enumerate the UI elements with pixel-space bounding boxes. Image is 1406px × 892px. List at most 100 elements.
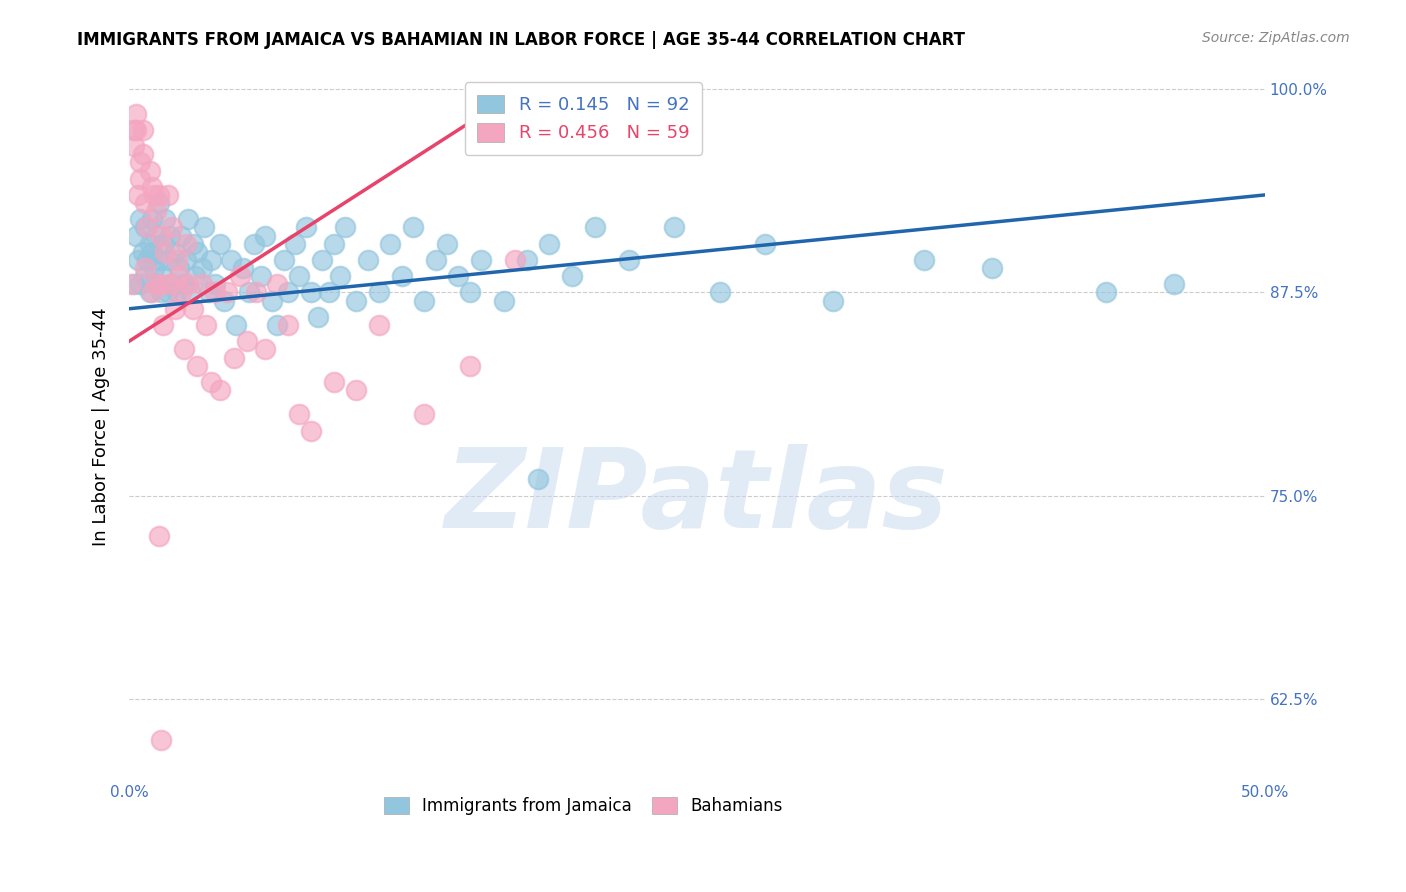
Point	[288, 269, 311, 284]
Text: Source: ZipAtlas.com: Source: ZipAtlas.com	[1202, 31, 1350, 45]
Point	[250, 269, 273, 284]
Point	[162, 277, 184, 292]
Point	[129, 212, 152, 227]
Point	[344, 293, 367, 308]
Point	[709, 285, 731, 300]
Point	[138, 285, 160, 300]
Point	[129, 155, 152, 169]
Point	[134, 196, 156, 211]
Point	[129, 171, 152, 186]
Point	[413, 408, 436, 422]
Point	[266, 318, 288, 332]
Point	[173, 343, 195, 357]
Point	[333, 220, 356, 235]
Point	[538, 236, 561, 251]
Point	[156, 285, 179, 300]
Point	[177, 277, 200, 292]
Point	[162, 220, 184, 235]
Point	[167, 261, 190, 276]
Point	[470, 252, 492, 267]
Point	[132, 147, 155, 161]
Point	[447, 269, 470, 284]
Point	[152, 236, 174, 251]
Point	[503, 252, 526, 267]
Point	[492, 293, 515, 308]
Point	[143, 261, 166, 276]
Point	[125, 106, 148, 120]
Point	[148, 196, 170, 211]
Point	[173, 277, 195, 292]
Point	[329, 269, 352, 284]
Point	[436, 236, 458, 251]
Point	[122, 123, 145, 137]
Point	[214, 293, 236, 308]
Point	[229, 269, 252, 284]
Point	[245, 285, 267, 300]
Legend: Immigrants from Jamaica, Bahamians: Immigrants from Jamaica, Bahamians	[374, 787, 793, 825]
Point	[125, 123, 148, 137]
Point	[204, 277, 226, 292]
Point	[155, 212, 177, 227]
Point	[166, 252, 188, 267]
Point	[322, 375, 344, 389]
Point	[561, 269, 583, 284]
Point	[277, 318, 299, 332]
Point	[170, 228, 193, 243]
Point	[322, 236, 344, 251]
Point	[193, 220, 215, 235]
Y-axis label: In Labor Force | Age 35-44: In Labor Force | Age 35-44	[93, 308, 110, 546]
Point	[132, 244, 155, 259]
Point	[516, 252, 538, 267]
Point	[167, 269, 190, 284]
Point	[318, 285, 340, 300]
Point	[617, 252, 640, 267]
Point	[186, 359, 208, 373]
Point	[295, 220, 318, 235]
Point	[136, 252, 159, 267]
Point	[197, 285, 219, 300]
Point	[145, 228, 167, 243]
Text: IMMIGRANTS FROM JAMAICA VS BAHAMIAN IN LABOR FORCE | AGE 35-44 CORRELATION CHART: IMMIGRANTS FROM JAMAICA VS BAHAMIAN IN L…	[77, 31, 966, 49]
Point	[277, 285, 299, 300]
Point	[225, 318, 247, 332]
Point	[208, 236, 231, 251]
Point	[823, 293, 845, 308]
Text: ZIPatlas: ZIPatlas	[446, 444, 949, 551]
Point	[152, 318, 174, 332]
Point	[134, 220, 156, 235]
Point	[236, 334, 259, 349]
Point	[458, 285, 481, 300]
Point	[148, 252, 170, 267]
Point	[380, 236, 402, 251]
Point	[195, 318, 218, 332]
Point	[1163, 277, 1185, 292]
Point	[391, 269, 413, 284]
Point	[152, 269, 174, 284]
Point	[145, 204, 167, 219]
Point	[402, 220, 425, 235]
Point	[138, 163, 160, 178]
Point	[134, 261, 156, 276]
Point	[149, 277, 172, 292]
Point	[174, 236, 197, 251]
Point	[159, 277, 181, 292]
Point	[243, 236, 266, 251]
Point	[307, 310, 329, 324]
Point	[174, 252, 197, 267]
Point	[129, 277, 152, 292]
Point	[238, 285, 260, 300]
Point	[149, 228, 172, 243]
Point	[179, 285, 201, 300]
Point	[170, 285, 193, 300]
Point	[132, 123, 155, 137]
Point	[1095, 285, 1118, 300]
Point	[208, 383, 231, 397]
Point	[191, 277, 214, 292]
Point	[284, 236, 307, 251]
Point	[912, 252, 935, 267]
Point	[368, 318, 391, 332]
Point	[981, 261, 1004, 276]
Point	[141, 244, 163, 259]
Point	[413, 293, 436, 308]
Point	[141, 285, 163, 300]
